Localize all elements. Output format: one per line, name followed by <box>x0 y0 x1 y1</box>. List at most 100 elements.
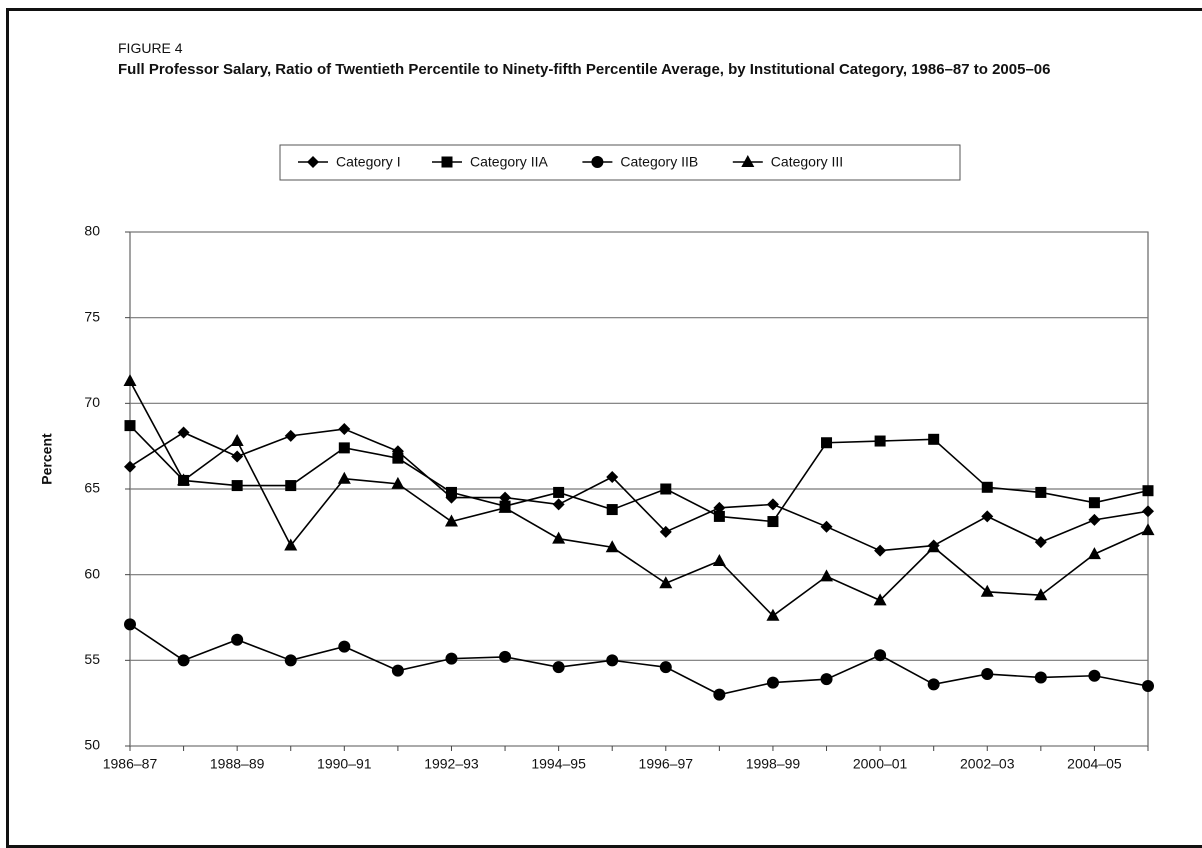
data-point <box>820 520 833 533</box>
legend-label: Category IIA <box>470 154 548 170</box>
data-point <box>231 480 243 492</box>
x-tick-label: 1986–87 <box>103 756 158 772</box>
data-point <box>1034 588 1048 601</box>
y-tick-label: 70 <box>84 394 100 410</box>
data-point <box>712 553 726 566</box>
data-point <box>606 471 619 484</box>
legend-marker <box>307 156 319 168</box>
data-point <box>606 504 618 516</box>
x-tick-label: 2004–05 <box>1067 756 1122 772</box>
data-point <box>1035 486 1047 498</box>
legend-box <box>279 144 961 181</box>
data-point <box>874 435 886 447</box>
data-point <box>1034 671 1047 684</box>
data-point <box>553 486 565 498</box>
data-point <box>928 433 940 445</box>
data-point <box>873 593 887 606</box>
data-point <box>766 608 780 621</box>
data-point <box>284 538 298 551</box>
data-point <box>338 423 351 436</box>
figure-label: FIGURE 4 <box>118 40 183 56</box>
data-point <box>874 544 887 557</box>
series-line <box>129 425 1149 523</box>
y-tick-label: 65 <box>84 480 100 496</box>
data-point <box>981 510 994 523</box>
data-point <box>177 473 191 486</box>
y-tick-label: 75 <box>84 308 100 324</box>
data-point <box>820 673 833 686</box>
x-tick-label: 1988–89 <box>210 756 265 772</box>
data-point <box>1088 669 1101 682</box>
data-point <box>285 480 297 492</box>
series-line <box>129 380 1149 617</box>
data-point <box>231 633 244 646</box>
data-point <box>766 498 779 511</box>
x-tick-label: 1996–97 <box>639 756 694 772</box>
data-point <box>124 420 136 432</box>
data-point <box>1088 513 1101 526</box>
data-point <box>766 676 779 689</box>
data-point <box>659 661 672 674</box>
data-point <box>1142 680 1154 693</box>
data-point <box>552 661 565 674</box>
data-point <box>1142 485 1154 497</box>
data-point <box>284 429 297 442</box>
data-point <box>1142 505 1154 518</box>
data-point <box>499 650 512 663</box>
data-point <box>767 516 779 528</box>
y-tick-label: 60 <box>84 565 100 581</box>
legend-label: Category IIB <box>620 154 698 170</box>
data-point <box>338 640 351 653</box>
data-point <box>498 500 512 513</box>
data-point <box>1087 547 1101 560</box>
data-point <box>391 664 404 677</box>
data-point <box>981 668 994 681</box>
data-point <box>338 442 350 454</box>
data-point <box>1141 523 1155 536</box>
data-point <box>820 569 834 582</box>
data-point <box>284 654 297 667</box>
data-point <box>123 374 137 387</box>
data-point <box>444 514 458 527</box>
data-point <box>552 498 565 511</box>
data-point <box>980 584 994 597</box>
legend-marker <box>441 156 453 168</box>
data-point <box>981 481 993 493</box>
data-point <box>713 688 726 701</box>
x-tick-label: 1994–95 <box>531 756 586 772</box>
data-point <box>659 576 673 589</box>
data-point <box>660 483 672 495</box>
y-tick-label: 80 <box>84 223 100 239</box>
y-tick-label: 50 <box>84 737 100 753</box>
data-point <box>124 460 136 473</box>
data-point <box>821 437 833 449</box>
data-point <box>391 476 405 489</box>
legend-label: Category III <box>771 154 843 170</box>
data-point <box>927 540 941 553</box>
data-point <box>605 540 619 553</box>
x-tick-label: 2000–01 <box>853 756 908 772</box>
x-tick-label: 2002–03 <box>960 756 1015 772</box>
y-axis-label: Percent <box>39 433 55 485</box>
x-tick-label: 1998–99 <box>746 756 801 772</box>
y-tick-label: 55 <box>84 651 100 667</box>
data-point <box>230 434 244 447</box>
data-point <box>659 525 672 538</box>
data-point <box>1088 497 1100 509</box>
data-point <box>552 531 566 544</box>
data-point <box>392 452 404 464</box>
legend-marker <box>741 155 755 167</box>
data-point <box>337 471 351 484</box>
data-point <box>445 486 457 498</box>
data-point <box>124 618 136 631</box>
x-tick-label: 1992–93 <box>424 756 479 772</box>
data-point <box>713 510 725 522</box>
series-line <box>129 428 1149 552</box>
series-line <box>129 623 1149 696</box>
legend-marker <box>591 156 604 168</box>
data-point <box>874 649 887 662</box>
data-point <box>927 678 940 691</box>
data-point <box>713 501 726 514</box>
